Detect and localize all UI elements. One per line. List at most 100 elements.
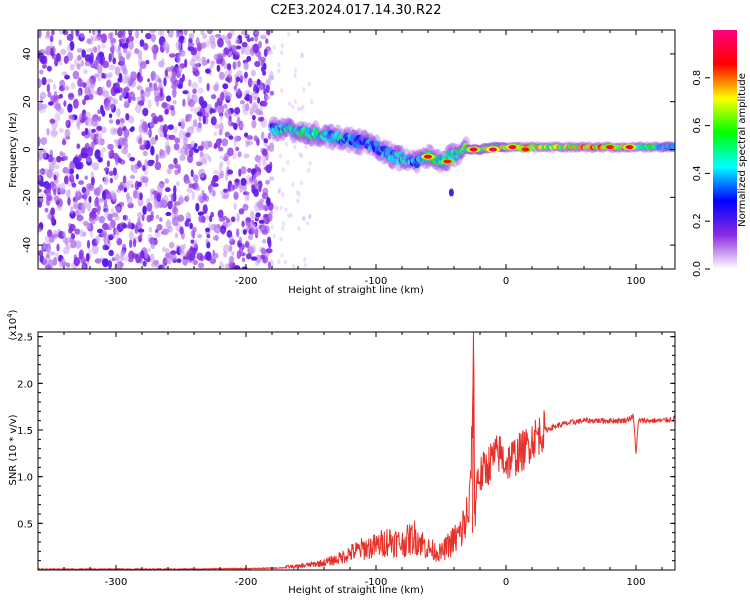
noise-blob: [257, 159, 262, 168]
noise-blob: [67, 166, 71, 175]
noise-blob: [218, 146, 224, 152]
noise-blob: [240, 122, 244, 129]
noise-blob: [244, 61, 249, 70]
snr-y-label: SNR (10 * v/v): [8, 414, 19, 485]
noise-blob: [70, 63, 75, 71]
noise-blob: [232, 46, 237, 51]
noise-blob: [84, 175, 88, 180]
noise-blob: [66, 33, 74, 42]
noise-blob: [248, 229, 253, 235]
noise-blob: [162, 246, 166, 253]
noise-blob: [127, 179, 134, 186]
noise-blob: [63, 155, 68, 161]
noise-blob: [149, 122, 155, 129]
colorbar-gradient: [713, 30, 737, 269]
noise-blob: [83, 68, 88, 75]
noise-blob: [265, 84, 270, 94]
noise-blob: [121, 90, 127, 98]
noise-blob: [161, 197, 165, 206]
noise-blob: [205, 68, 211, 74]
noise-blob: [251, 219, 255, 225]
noise-blob: [56, 243, 60, 252]
noise-blob: [171, 194, 175, 203]
noise-blob: [166, 95, 172, 102]
noise-blob: [170, 75, 177, 84]
noise-blob: [278, 153, 282, 159]
hotspot: [625, 145, 634, 150]
noise-blob: [258, 40, 262, 49]
x-tick-label: 100: [626, 276, 645, 287]
y-tick-label: -40: [22, 237, 33, 253]
ridge-cell: [413, 162, 421, 168]
noise-blob: [293, 99, 298, 104]
noise-blob: [182, 90, 189, 95]
noise-blob: [118, 137, 125, 147]
noise-blob: [213, 131, 218, 136]
noise-blob: [80, 60, 84, 67]
noise-blob: [200, 42, 207, 49]
noise-blob: [102, 190, 107, 201]
noise-blob: [198, 114, 202, 122]
noise-blob: [176, 54, 181, 64]
noise-blob: [122, 175, 127, 184]
noise-blob: [149, 214, 154, 221]
noise-blob: [114, 66, 121, 76]
noise-blob: [124, 99, 129, 106]
noise-blob: [170, 250, 177, 256]
noise-blob: [243, 153, 250, 159]
x-tick-label: -200: [235, 276, 258, 287]
noise-blob: [60, 182, 66, 192]
noise-blob: [164, 108, 169, 115]
noise-blob: [82, 264, 86, 269]
noise-blob: [275, 206, 279, 212]
noise-blob: [253, 221, 258, 228]
noise-blob: [108, 64, 116, 71]
noise-blob: [53, 188, 57, 196]
noise-blob: [263, 138, 268, 144]
noise-blob: [42, 149, 47, 159]
noise-blob: [181, 73, 185, 82]
noise-blob: [224, 108, 232, 119]
noise-blob: [299, 180, 304, 186]
noise-blob: [202, 192, 207, 201]
noise-blob: [55, 183, 63, 193]
noise-blob: [251, 119, 257, 129]
noise-blob: [200, 100, 208, 109]
noise-blob: [283, 259, 287, 265]
noise-blob: [80, 201, 87, 210]
noise-blob: [110, 207, 114, 215]
snr-y-exponent-close: ): [8, 309, 19, 313]
noise-blob: [84, 54, 92, 63]
y-tick-label: 2.0: [17, 379, 33, 390]
noise-blob: [191, 124, 195, 130]
noise-blob: [165, 219, 172, 229]
noise-blob: [231, 251, 235, 256]
noise-blob: [140, 89, 144, 95]
noise-blob: [265, 179, 271, 185]
noise-blob: [127, 49, 132, 58]
noise-blob: [115, 205, 121, 213]
noise-blob: [84, 111, 92, 119]
snr-y-exponent: (x104): [6, 309, 19, 340]
noise-blob: [173, 143, 180, 151]
noise-blob: [254, 216, 259, 222]
noise-blob: [139, 61, 147, 69]
noise-blob: [72, 200, 79, 209]
noise-blob: [220, 170, 224, 179]
noise-blob: [196, 123, 203, 133]
noise-blob: [97, 156, 103, 163]
noise-blob: [281, 192, 285, 197]
noise-blob: [214, 106, 218, 112]
noise-blob: [154, 231, 161, 238]
noise-blob: [162, 127, 166, 134]
noise-blob: [106, 160, 110, 168]
noise-blob: [163, 194, 169, 204]
noise-blob: [67, 197, 71, 206]
noise-blob: [232, 184, 236, 191]
noise-blob: [105, 73, 109, 79]
noise-blob: [100, 33, 108, 44]
noise-blob: [253, 135, 258, 142]
noise-blob: [154, 134, 159, 141]
noise-blob: [247, 167, 252, 173]
noise-blob: [228, 135, 234, 140]
